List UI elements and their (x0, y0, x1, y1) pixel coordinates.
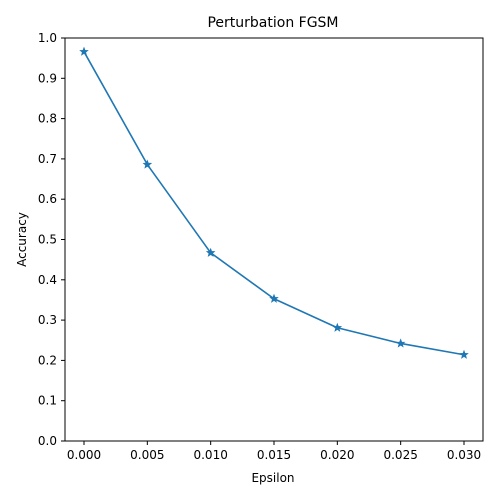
data-point-star-marker (332, 322, 343, 332)
x-tick-label: 0.025 (383, 448, 417, 462)
y-tick-label: 1.0 (38, 31, 57, 45)
y-tick-label: 0.9 (38, 71, 57, 85)
x-tick-label: 0.015 (257, 448, 291, 462)
y-axis-ticks: 0.0 0.1 0.2 0.3 0.4 0.5 0.6 0.7 0.8 0.9 1.0 (38, 31, 65, 448)
data-point-star-marker (142, 159, 153, 169)
y-tick-label: 0.5 (38, 233, 57, 247)
y-tick-label: 0.7 (38, 152, 57, 166)
x-tick-label: 0.005 (130, 448, 164, 462)
y-tick-label: 0.1 (38, 394, 57, 408)
data-point-star-marker (395, 338, 406, 348)
chart-title: Perturbation FGSM (207, 15, 338, 31)
y-tick-label: 0.4 (38, 273, 57, 287)
data-point-star-marker (459, 349, 469, 359)
x-tick-label: 0.030 (447, 448, 481, 462)
x-tick-label: 0.020 (320, 448, 354, 462)
y-tick-label: 0.3 (38, 313, 57, 327)
data-point-star-marker (79, 46, 89, 56)
plot-area-frame (64, 37, 484, 442)
x-tick-label: 0.010 (193, 448, 227, 462)
x-axis-ticks: 0.000 0.005 0.010 0.015 0.020 0.025 0.030 (67, 441, 481, 462)
y-tick-label: 0.2 (38, 353, 57, 367)
data-point-star-marker (205, 247, 216, 257)
y-axis-title: Accuracy (15, 212, 29, 267)
y-tick-label: 0.8 (38, 112, 57, 126)
x-axis-title: Epsilon (251, 471, 294, 485)
series-layer (79, 46, 469, 359)
data-point-star-marker (269, 293, 279, 303)
y-tick-label: 0.0 (38, 434, 57, 448)
y-tick-label: 0.6 (38, 192, 57, 206)
x-tick-label: 0.000 (67, 448, 101, 462)
